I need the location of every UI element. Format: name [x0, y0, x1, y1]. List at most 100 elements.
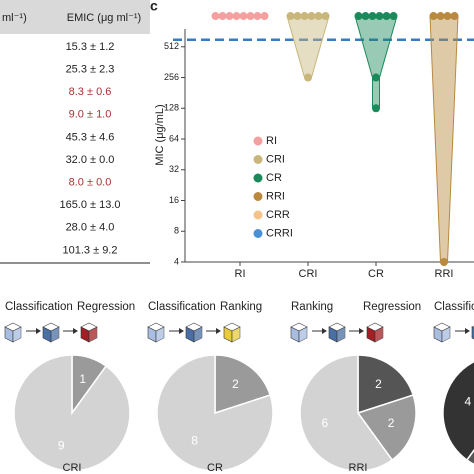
- pie-slice: [299, 354, 394, 472]
- cube-icon: [147, 322, 165, 343]
- step-label: Classification: [5, 301, 73, 313]
- table-cell: 45.3 ± 4.6: [66, 131, 115, 143]
- x-tick-label: CR: [368, 268, 384, 280]
- table-cell: 8.3 ± 0.6: [69, 86, 112, 98]
- violin-body: [429, 15, 459, 263]
- data-point: [293, 12, 302, 21]
- pie-title: CR: [207, 462, 223, 474]
- cube-face: [12, 326, 22, 343]
- legend-label: RRI: [266, 190, 285, 202]
- pie-slice: [356, 394, 417, 461]
- data-point: [300, 12, 309, 21]
- arrow-head: [322, 328, 327, 334]
- data-point: [246, 12, 255, 21]
- pie-slice: [357, 354, 415, 415]
- pie-value-label: 9: [58, 438, 65, 452]
- arrow-head: [465, 328, 470, 334]
- table-cell: 25.3 ± 2.3: [66, 64, 115, 76]
- pie-title: RRI: [349, 462, 368, 474]
- legend-label: CR: [266, 172, 282, 184]
- step-label: Regression: [77, 301, 135, 313]
- data-point: [211, 12, 220, 21]
- cube-face: [298, 326, 308, 343]
- pie-slice: [13, 354, 131, 472]
- cube-icon: [4, 322, 22, 343]
- table-cell: 15.3 ± 1.2: [66, 41, 115, 53]
- step-label: Ranking: [220, 301, 262, 313]
- cube-icon: [328, 322, 346, 343]
- y-tick-label: 8: [174, 226, 179, 236]
- data-point: [218, 12, 227, 21]
- table-cell: 165.0 ± 13.0: [59, 199, 120, 211]
- data-point: [440, 258, 448, 266]
- data-point: [382, 12, 391, 21]
- data-point: [239, 12, 248, 21]
- cube-face: [155, 326, 165, 343]
- pie-value-label: 2: [388, 416, 395, 430]
- y-tick-label: 32: [169, 164, 179, 174]
- pie-value-label: 2: [375, 377, 382, 391]
- data-point: [314, 12, 323, 21]
- table-header: EMIC (μg ml⁻¹): [67, 12, 141, 24]
- legend-swatch: [253, 155, 263, 164]
- cube-icon: [366, 322, 384, 343]
- legend-label: CRRI: [266, 227, 293, 239]
- legend-label: CRR: [266, 209, 290, 221]
- data-point: [443, 12, 452, 21]
- cube-icon: [433, 322, 451, 343]
- pie-slice: [214, 354, 272, 415]
- data-point: [354, 12, 363, 21]
- data-point: [232, 12, 241, 21]
- violin-body: [286, 15, 330, 79]
- arrow-head: [216, 328, 221, 334]
- y-axis-label: MIC (μg/mL): [154, 104, 166, 165]
- cube-face: [441, 326, 451, 343]
- cube-icon: [80, 322, 98, 343]
- panel-label: c: [150, 0, 158, 14]
- data-point: [368, 12, 377, 21]
- legend-swatch: [253, 136, 263, 146]
- data-point: [429, 12, 438, 21]
- pie-value-label: 4: [465, 394, 472, 408]
- pie-value-label: 1: [79, 372, 86, 386]
- step-label: Classification: [148, 301, 216, 313]
- pie-title: CRI: [63, 462, 82, 474]
- legend-swatch: [253, 229, 263, 238]
- arrow-head: [73, 328, 78, 334]
- data-point: [436, 12, 445, 21]
- arrow-head: [179, 328, 184, 334]
- data-point: [389, 12, 398, 21]
- y-tick-label: 256: [164, 72, 179, 82]
- cube-face: [231, 326, 241, 343]
- cube-icon: [185, 322, 203, 343]
- y-tick-label: 512: [164, 41, 179, 51]
- legend-label: CRI: [266, 153, 285, 165]
- table-cell: 9.0 ± 1.0: [69, 109, 112, 121]
- x-tick-label: RI: [235, 268, 246, 280]
- data-point: [304, 73, 312, 82]
- pie-value-label: 2: [232, 377, 239, 391]
- cube-icon: [290, 322, 308, 343]
- y-tick-label: 4: [174, 256, 179, 266]
- x-tick-label: RRI: [435, 268, 454, 280]
- cube-face: [50, 326, 60, 343]
- x-tick-label: CRI: [299, 268, 318, 280]
- legend-label: RI: [266, 135, 277, 147]
- cube-face: [193, 326, 203, 343]
- data-point: [372, 73, 380, 82]
- step-label: Ranking: [291, 301, 333, 313]
- arrow-head: [359, 328, 364, 334]
- table-cell: 32.0 ± 0.0: [66, 154, 115, 166]
- data-point: [450, 12, 459, 21]
- step-label: Classification: [434, 301, 474, 313]
- table-cell: 28.0 ± 4.0: [66, 222, 115, 234]
- data-point: [260, 12, 269, 21]
- cube-icon: [223, 322, 241, 343]
- data-point: [286, 12, 295, 21]
- cube-icon: [42, 322, 60, 343]
- table-header-bg: [0, 0, 150, 34]
- y-tick-label: 128: [164, 103, 179, 113]
- data-point: [321, 12, 330, 21]
- cube-face: [336, 326, 346, 343]
